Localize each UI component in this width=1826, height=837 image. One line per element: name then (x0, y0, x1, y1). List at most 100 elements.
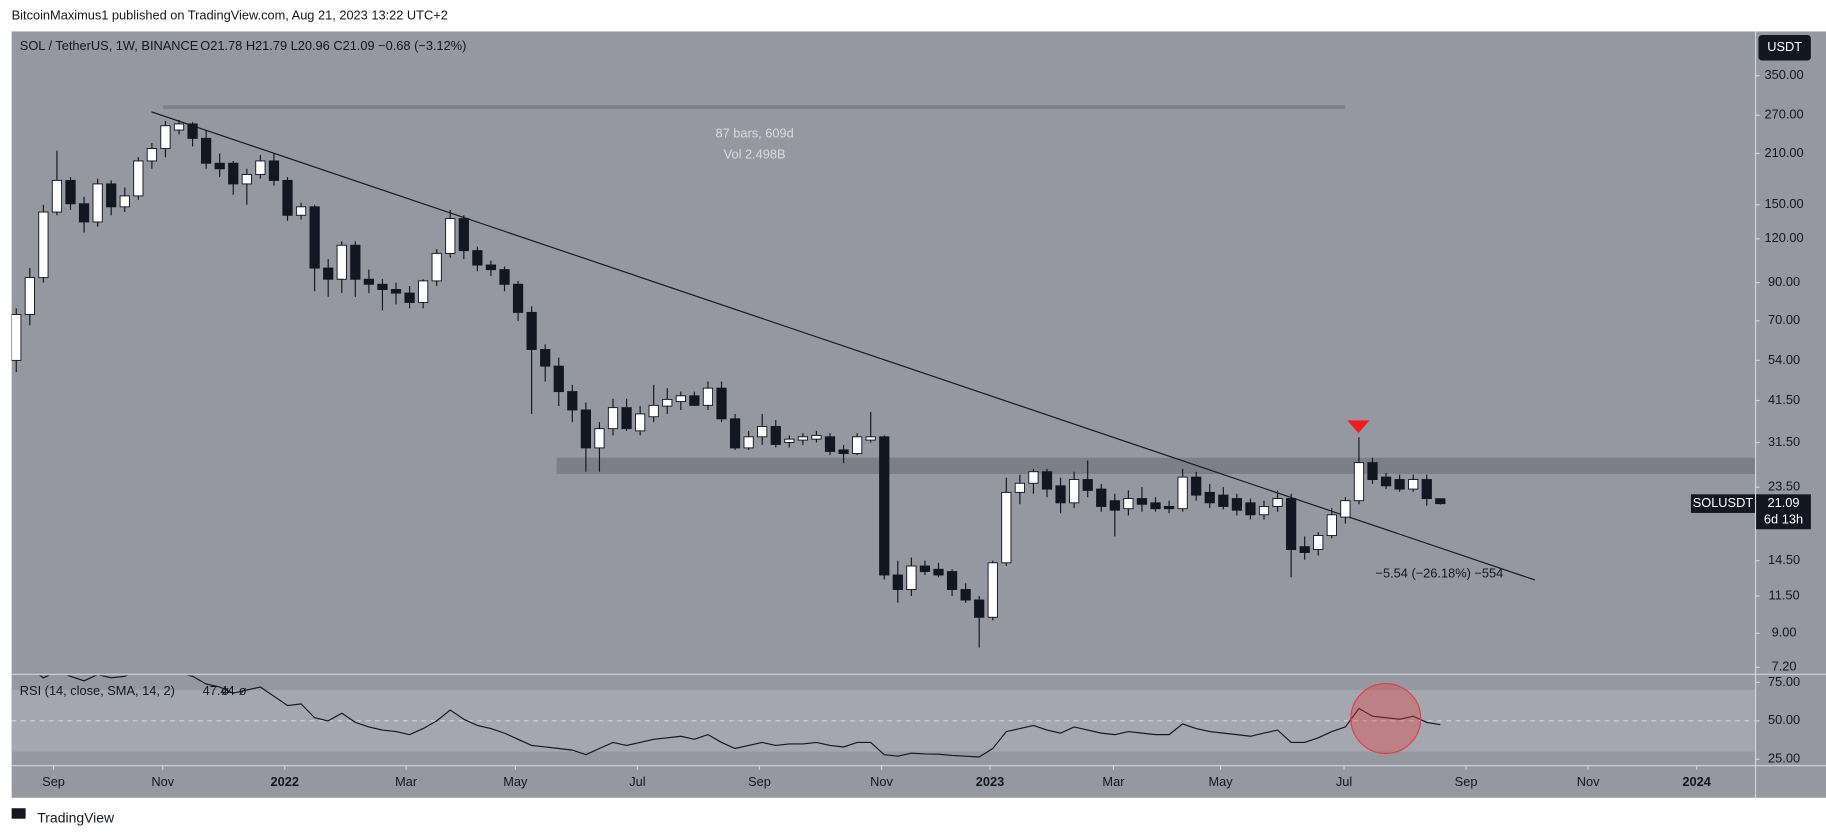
candle-body (838, 449, 849, 454)
candle-body (594, 428, 605, 449)
candle-body (133, 160, 144, 197)
symbol-title: SOL / TetherUS, 1W, BINANCE (20, 38, 199, 53)
candle-body (363, 278, 375, 285)
candle-body (1069, 479, 1080, 504)
candle-body (526, 311, 537, 350)
candle-body (648, 404, 659, 418)
candle-body (675, 395, 686, 403)
x-tick-label: Sep (42, 774, 65, 789)
candle-body (1340, 500, 1351, 518)
x-tick-label: Nov (870, 774, 893, 789)
trend-line (151, 111, 1536, 581)
candle-body (567, 391, 578, 411)
candle-body (1109, 500, 1120, 511)
candle-body (146, 148, 158, 162)
candle-body (38, 211, 49, 279)
measure-text: −5.54 (−26.18%) −554 (1376, 566, 1504, 581)
candle-body (24, 277, 35, 315)
candle-body (1380, 476, 1392, 487)
candle-body (472, 250, 483, 266)
candle-body (512, 283, 524, 313)
candle-body (65, 179, 76, 205)
x-tick-label: Jul (1336, 774, 1352, 789)
y-tick-label: 350.00 (1765, 67, 1804, 82)
candle-body (404, 292, 415, 303)
candle-body (1367, 462, 1378, 481)
candle-body (553, 365, 564, 393)
candle-body (445, 218, 456, 254)
candle-body (784, 438, 795, 443)
y-tick-label: 11.50 (1769, 587, 1800, 602)
candle-body (635, 413, 646, 432)
candle-body (1218, 494, 1229, 507)
candle-body (295, 206, 307, 216)
candle-body (309, 206, 320, 269)
candle-body (892, 574, 903, 590)
candle-body (1231, 498, 1243, 511)
currency[interactable]: USDT (1767, 39, 1802, 54)
candle-body (1258, 505, 1270, 516)
publisher: BitcoinMaximus1 published on TradingView… (12, 8, 448, 23)
y-tick-label: 90.00 (1768, 274, 1800, 289)
candle-body (1272, 498, 1283, 507)
candle-body (214, 162, 225, 170)
candle-body (662, 398, 673, 407)
y-tick-label: 150.00 (1765, 196, 1804, 211)
candle-body (743, 436, 754, 449)
candle-body (282, 179, 293, 216)
candle-body (865, 436, 876, 441)
candle-body (499, 269, 510, 285)
candle-body (960, 589, 971, 601)
candle-body (1014, 482, 1026, 493)
y-tick-label: 120.00 (1765, 230, 1804, 245)
candle-body (92, 183, 103, 223)
candle-body (377, 283, 388, 290)
x-tick-label: 2024 (1682, 774, 1711, 789)
candle-body (757, 425, 768, 438)
candle-body (1096, 488, 1107, 507)
candle-body (51, 179, 63, 213)
candle-body (1408, 479, 1419, 490)
y-tick-label: 25.00 (1768, 751, 1800, 766)
candle-body (797, 436, 809, 441)
candle-body (173, 123, 185, 131)
candle-body (418, 280, 429, 303)
x-tick-label: May (503, 774, 528, 789)
rsi-pane (11, 675, 1755, 758)
range-bars-text: 87 bars, 609d (715, 125, 793, 140)
candle-body (1123, 498, 1134, 510)
candle-body (1055, 485, 1066, 504)
last-price: 21.09 (1767, 495, 1799, 510)
candle-body (1421, 479, 1432, 500)
candle-body (1394, 479, 1405, 490)
drawings (151, 105, 1755, 581)
last-price-box (1756, 494, 1811, 530)
rsi-na: ø (239, 683, 247, 698)
candle-body (946, 571, 958, 590)
rsi-title: RSI (14, close, SMA, 14, 2) (20, 683, 175, 698)
candle-body (1001, 491, 1012, 564)
candle-body (431, 252, 442, 282)
symbol-tag-box (1690, 494, 1755, 513)
currency-box[interactable] (1758, 34, 1811, 61)
candle-body (906, 565, 917, 590)
candle-body (119, 195, 130, 208)
candle-body (702, 387, 714, 406)
candle-body (1299, 546, 1310, 553)
candle-body (729, 418, 741, 449)
candle-body (933, 568, 944, 576)
candle-body (1041, 471, 1053, 490)
candle-body (241, 174, 252, 185)
candle-body (580, 409, 592, 449)
candle-body (852, 436, 863, 454)
x-tick-label: Nov (1577, 774, 1600, 789)
resistance-zone (556, 457, 1755, 474)
candle-body (1163, 505, 1175, 510)
brand: TradingView (37, 809, 115, 825)
candle-body (390, 289, 402, 294)
y-tick-label: 270.00 (1765, 107, 1804, 122)
y-tick-label: 50.00 (1768, 712, 1800, 727)
red-marker (1347, 420, 1370, 434)
candle-body (268, 160, 280, 181)
